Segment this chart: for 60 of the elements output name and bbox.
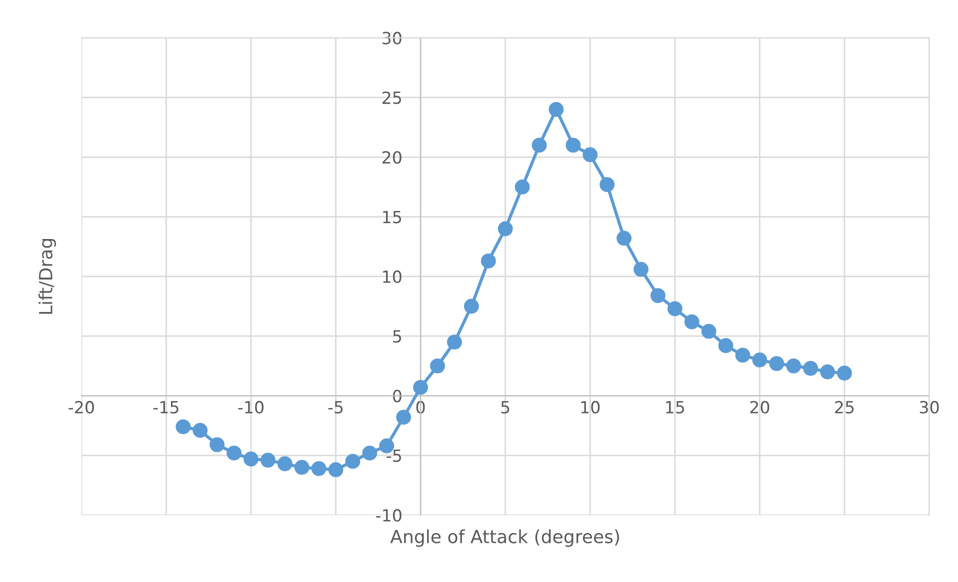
point: [600, 177, 615, 192]
point: [396, 410, 412, 425]
point: [413, 380, 428, 395]
point: [294, 460, 310, 475]
y-tick-label: 5: [393, 330, 402, 343]
point: [650, 288, 666, 304]
point: [210, 437, 225, 452]
point: [260, 452, 276, 468]
point: [616, 230, 632, 246]
point: [345, 454, 360, 469]
y-tick-label: 20: [382, 151, 402, 164]
point: [328, 462, 344, 478]
x-tick-label: -10: [238, 400, 264, 414]
point: [718, 338, 734, 354]
y-tick-label: 15: [383, 210, 402, 224]
point: [226, 446, 242, 460]
point: [820, 364, 835, 380]
point: [311, 461, 326, 476]
point: [480, 253, 496, 268]
y-tick-label: 25: [382, 91, 402, 104]
point: [447, 334, 462, 350]
point: [786, 358, 802, 374]
point: [277, 456, 292, 472]
point: [244, 452, 258, 466]
point: [362, 446, 378, 460]
point: [532, 138, 547, 153]
point: [430, 358, 445, 374]
x-tick-label: 20: [750, 400, 770, 414]
y-axis-title: Lift/Drag: [38, 239, 56, 314]
point: [667, 301, 682, 316]
point: [192, 422, 208, 438]
y-tick-label: -10: [376, 509, 402, 522]
point: [803, 360, 818, 376]
point: [176, 419, 191, 434]
x-tick-label: -15: [153, 401, 178, 414]
y-tick-label: 30: [382, 32, 402, 44]
point: [634, 262, 648, 277]
point: [752, 352, 768, 368]
y-tick-label: 0: [393, 390, 402, 402]
point: [837, 366, 852, 381]
x-tick-label: 10: [581, 400, 600, 414]
point: [498, 221, 513, 236]
x-tick-label: -20: [68, 400, 94, 414]
point: [514, 180, 530, 194]
point: [735, 348, 750, 363]
x-tick-label: 30: [920, 400, 939, 414]
x-tick-label: 15: [666, 401, 684, 414]
point: [566, 138, 581, 153]
y-tick-label: 10: [383, 270, 402, 284]
point: [769, 356, 784, 372]
point: [548, 102, 564, 117]
point: [701, 324, 716, 339]
x-tick-label: 25: [835, 400, 854, 414]
x-axis-title: Angle of Attack (degrees): [390, 529, 619, 547]
point: [464, 298, 479, 314]
x-tick-label: 5: [501, 401, 510, 414]
point: [582, 147, 598, 162]
y-tick-label: -5: [386, 450, 402, 462]
x-tick-label: -5: [328, 401, 343, 414]
point: [684, 314, 700, 330]
